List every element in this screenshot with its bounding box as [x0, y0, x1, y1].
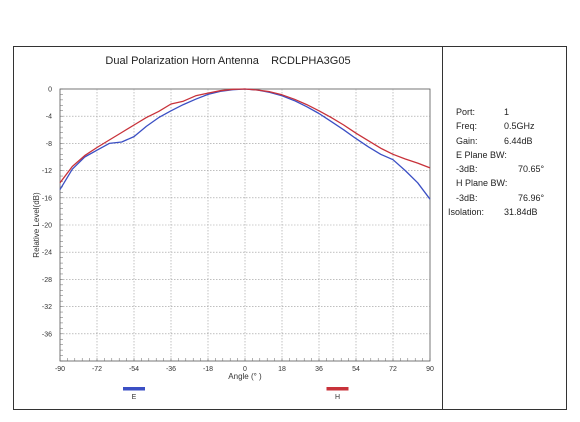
isolation-row: Isolation: 31.84dB — [446, 205, 562, 219]
y-tick-label: -4 — [46, 114, 52, 121]
h-plane-label: H Plane BW: — [456, 178, 508, 189]
x-tick-label: -72 — [92, 366, 102, 373]
x-tick-label: -36 — [166, 366, 176, 373]
panel-divider — [442, 47, 443, 409]
x-tick-label: 72 — [389, 366, 397, 373]
x-tick-label: 54 — [352, 366, 360, 373]
x-tick-label: 18 — [278, 366, 286, 373]
h-3db-value: 76.96° — [518, 192, 545, 203]
isolation-label: Isolation: — [448, 207, 485, 218]
e-3db-row: -3dB: 70.65° — [446, 162, 562, 176]
freq-value: 0.5GHz — [504, 121, 535, 132]
legend-swatch-h — [326, 387, 349, 391]
y-tick-label: -16 — [42, 195, 52, 202]
e-plane-row: E Plane BW: — [446, 148, 562, 162]
series-line-h — [59, 88, 431, 184]
port-value: 1 — [504, 107, 510, 117]
antenna-info-panel: Port: 1 Freq: 0.5GHz Gain: 6.44dB E Plan… — [446, 105, 562, 219]
h-3db-row: -3dB: 76.96° — [446, 191, 562, 205]
legend-label-h: H — [335, 394, 340, 401]
h-plane-row: H Plane BW: — [446, 176, 562, 190]
chart-title: Dual Polarization Horn Antenna RCDLPHA3G… — [105, 55, 351, 67]
y-tick-label: -24 — [42, 250, 52, 257]
x-tick-label: -54 — [129, 366, 139, 373]
chart-frame: Dual Polarization Horn Antenna RCDLPHA3G… — [13, 46, 567, 410]
port-row: Port: 1 — [446, 105, 562, 119]
x-axis-label: Angle (° ) — [228, 372, 262, 381]
port-label: Port: — [456, 107, 476, 117]
gain-row: Gain: 6.44dB — [446, 134, 562, 148]
x-tick-label: 0 — [243, 366, 247, 373]
e-plane-label: E Plane BW: — [456, 149, 507, 160]
freq-label: Freq: — [456, 121, 478, 132]
isolation-value: 31.84dB — [504, 207, 538, 218]
e-3db-label: -3dB: — [456, 164, 478, 175]
legend-swatch-e — [123, 387, 145, 391]
y-axis-label: Relative Level(dB) — [32, 192, 41, 258]
y-tick-label: -32 — [42, 304, 52, 311]
polar-pattern-chart: -90 -72 -54 -36 -18 0 18 36 54 72 90 0 -4 -8 -12 -16 -20… — [32, 87, 434, 402]
x-tick-label: 90 — [426, 366, 434, 373]
e-3db-value: 70.65° — [518, 164, 545, 175]
y-tick-label: -36 — [42, 331, 52, 338]
gain-value: 6.44dB — [504, 135, 533, 146]
x-tick-label: -18 — [203, 366, 213, 373]
y-tick-label: 0 — [48, 87, 52, 94]
y-tick-label: -20 — [42, 223, 52, 230]
y-tick-label: -12 — [42, 168, 52, 175]
gain-label: Gain: — [456, 135, 478, 146]
h-3db-label: -3dB: — [456, 192, 478, 203]
x-tick-label: -90 — [55, 366, 65, 373]
legend-label-e: E — [132, 394, 137, 401]
y-tick-label: -8 — [46, 141, 52, 148]
freq-row: Freq: 0.5GHz — [446, 119, 562, 133]
y-tick-label: -28 — [42, 277, 52, 284]
x-tick-label: 36 — [315, 366, 323, 373]
